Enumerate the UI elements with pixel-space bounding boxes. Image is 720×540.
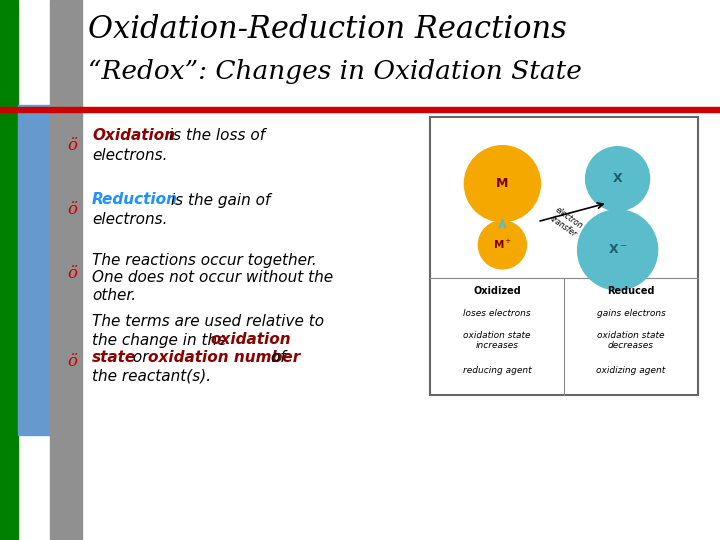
Text: the change in the: the change in the xyxy=(92,333,231,348)
Circle shape xyxy=(577,210,657,290)
Text: ö: ö xyxy=(67,265,77,281)
Text: Oxidized: Oxidized xyxy=(473,286,521,296)
Text: Reduced: Reduced xyxy=(607,286,654,296)
Text: X$^-$: X$^-$ xyxy=(608,244,628,256)
Text: X: X xyxy=(613,172,622,185)
Text: oxidation number: oxidation number xyxy=(148,350,300,366)
Text: The reactions occur together.: The reactions occur together. xyxy=(92,253,317,267)
Text: electron
transfer: electron transfer xyxy=(548,206,585,240)
Text: The terms are used relative to: The terms are used relative to xyxy=(92,314,324,329)
Text: electrons.: electrons. xyxy=(92,213,168,227)
Text: M: M xyxy=(496,177,508,190)
Bar xyxy=(0,0,18,540)
Text: loses electrons: loses electrons xyxy=(463,309,531,318)
Text: ö: ö xyxy=(67,354,77,370)
Circle shape xyxy=(585,147,649,211)
Text: is the loss of: is the loss of xyxy=(164,127,265,143)
Text: state: state xyxy=(92,350,136,366)
Text: M$^+$: M$^+$ xyxy=(492,238,512,252)
Bar xyxy=(82,0,720,110)
Text: electrons.: electrons. xyxy=(92,147,168,163)
Bar xyxy=(430,117,698,395)
Text: Oxidation-Reduction Reactions: Oxidation-Reduction Reactions xyxy=(88,15,567,45)
Text: is the gain of: is the gain of xyxy=(166,192,271,207)
Bar xyxy=(50,0,82,540)
Text: other.: other. xyxy=(92,288,136,303)
Bar xyxy=(18,105,50,435)
Text: the reactant(s).: the reactant(s). xyxy=(92,368,211,383)
Text: or: or xyxy=(128,350,153,366)
Text: “Redox”: Changes in Oxidation State: “Redox”: Changes in Oxidation State xyxy=(88,58,582,84)
Circle shape xyxy=(464,146,540,222)
Text: oxidation: oxidation xyxy=(210,333,291,348)
Text: ö: ö xyxy=(67,137,77,153)
Text: ö: ö xyxy=(67,201,77,219)
Text: Oxidation: Oxidation xyxy=(92,127,175,143)
Text: oxidizing agent: oxidizing agent xyxy=(596,366,665,375)
Text: oxidation state
increases: oxidation state increases xyxy=(463,330,531,350)
Text: Reduction: Reduction xyxy=(92,192,178,207)
Bar xyxy=(0,107,720,112)
Circle shape xyxy=(478,221,526,269)
Text: One does not occur without the: One does not occur without the xyxy=(92,271,333,286)
Text: gains electrons: gains electrons xyxy=(597,309,665,318)
Text: reducing agent: reducing agent xyxy=(463,366,531,375)
Text: oxidation state
decreases: oxidation state decreases xyxy=(598,330,665,350)
Text: of: of xyxy=(266,350,286,366)
